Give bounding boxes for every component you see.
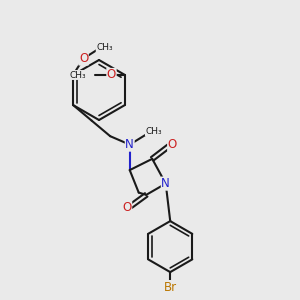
Text: O: O xyxy=(168,138,177,151)
Text: CH₃: CH₃ xyxy=(96,44,113,52)
Text: O: O xyxy=(79,52,88,65)
Text: N: N xyxy=(125,138,134,151)
Text: Br: Br xyxy=(164,280,177,294)
Text: O: O xyxy=(122,201,132,214)
Text: CH₃: CH₃ xyxy=(69,70,86,80)
Text: CH₃: CH₃ xyxy=(146,127,162,136)
Text: O: O xyxy=(107,68,116,82)
Text: N: N xyxy=(161,177,170,190)
